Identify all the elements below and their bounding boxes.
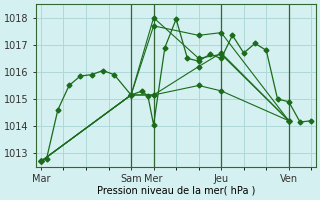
X-axis label: Pression niveau de la mer( hPa ): Pression niveau de la mer( hPa ): [97, 186, 255, 196]
